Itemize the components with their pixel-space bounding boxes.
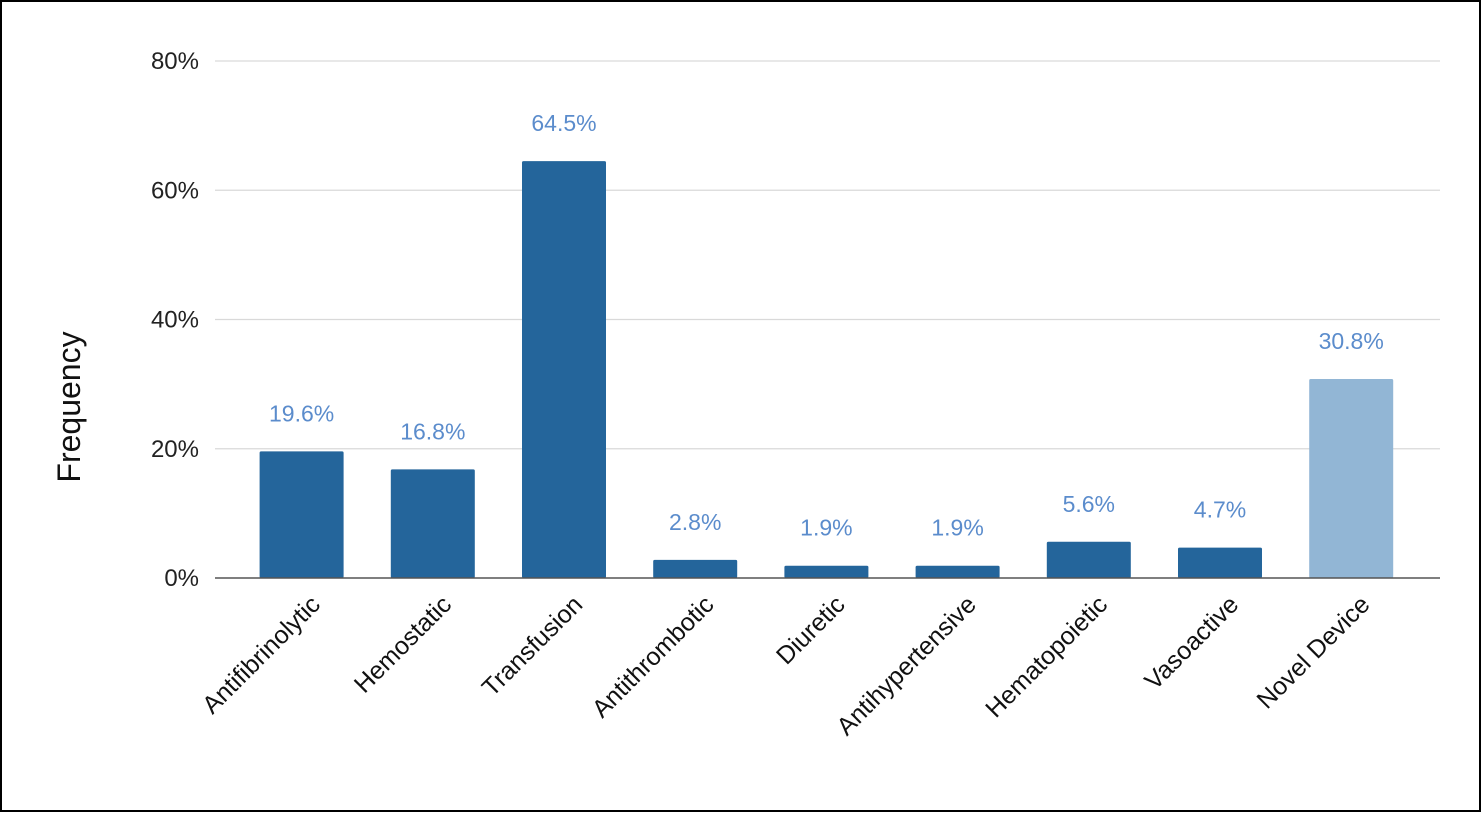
bar (1309, 378, 1394, 578)
bar (1178, 547, 1262, 578)
bar (1046, 541, 1131, 578)
x-tick-label: Vasoactive (1139, 590, 1244, 695)
data-label: 1.9% (800, 515, 852, 541)
gridlines (215, 60, 1440, 450)
data-label: 64.5% (531, 110, 596, 136)
x-tick-label: Novel Device (1252, 590, 1376, 714)
x-tick-label: Diuretic (771, 590, 851, 670)
data-label: 4.7% (1194, 497, 1246, 523)
data-label: 5.6% (1063, 491, 1115, 517)
bar (522, 161, 606, 578)
data-labels: 19.6% 16.8% 64.5% 2.8% 1.9% 1.9% 5.6% 4.7% 30.8% (269, 110, 1384, 541)
x-tick-label: Transfusion (477, 590, 589, 702)
x-tick-label: Hemostatic (349, 590, 457, 698)
y-tick-label: 40% (151, 307, 199, 334)
y-axis-title: Frequency (51, 331, 87, 482)
x-tick-label: Antifibrinolytic (197, 590, 326, 719)
x-tick-label: Antihypertensive (831, 590, 981, 740)
bar (390, 469, 475, 578)
data-label: 1.9% (931, 515, 983, 541)
data-label: 30.8% (1319, 328, 1384, 354)
bar (653, 559, 738, 578)
x-tick-label: Hematopoietic (980, 590, 1113, 723)
y-axis-ticks: 0% 20% 40% 60% 80% (151, 48, 199, 592)
x-tick-label: Antithrombotic (587, 590, 720, 723)
x-axis-categories: Antifibrinolytic Hemostatic TransfusionAnt… (197, 590, 1375, 740)
bar (915, 565, 1000, 578)
data-label: 16.8% (400, 418, 465, 444)
bar (259, 451, 344, 578)
y-tick-label: 0% (164, 565, 199, 592)
y-tick-label: 20% (151, 436, 199, 463)
bar (784, 565, 869, 578)
data-label: 19.6% (269, 400, 334, 426)
y-tick-label: 60% (151, 177, 199, 204)
data-label: 2.8% (669, 509, 721, 535)
bars (215, 161, 1440, 579)
y-tick-label: 80% (151, 48, 199, 75)
